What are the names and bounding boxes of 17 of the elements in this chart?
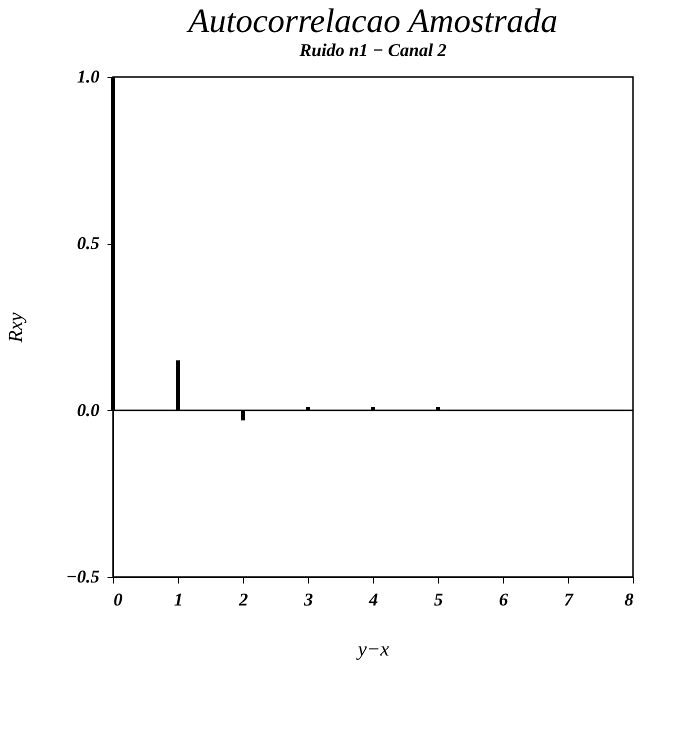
x-tick-label: 5 bbox=[434, 590, 443, 610]
x-tick-label: 8 bbox=[624, 590, 634, 610]
x-tick-label: 3 bbox=[303, 590, 313, 610]
chart-subtitle: Ruido n1 − Canal 2 bbox=[298, 40, 446, 60]
x-tick-label: 0 bbox=[114, 590, 122, 610]
chart-title: Autocorrelacao Amostrada bbox=[186, 3, 558, 40]
x-tick-label: 4 bbox=[368, 590, 378, 610]
x-axis-title: y−x bbox=[356, 638, 390, 660]
x-tick-label: 1 bbox=[174, 590, 183, 610]
x-tick-label: 2 bbox=[238, 590, 248, 610]
y-tick-label: 0.0 bbox=[77, 400, 100, 420]
y-axis-title: Rxy bbox=[5, 312, 28, 344]
y-tick-label: 0.5 bbox=[77, 233, 100, 254]
y-tick-label: 1.0 bbox=[77, 66, 100, 86]
x-tick-label: 6 bbox=[499, 590, 508, 610]
y-tick-label: −0.5 bbox=[66, 566, 100, 586]
x-tick-label: 7 bbox=[564, 590, 574, 610]
